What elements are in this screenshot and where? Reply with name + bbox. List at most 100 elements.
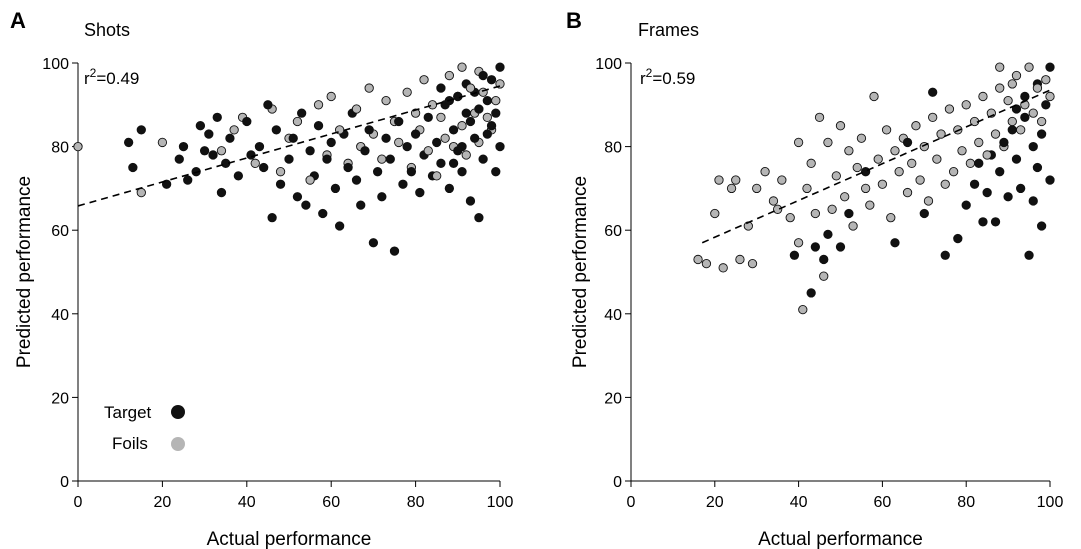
panel-a-foil-point — [491, 95, 501, 106]
panel-b-foil-point — [894, 167, 904, 177]
panel-b-target-point — [1032, 162, 1043, 173]
panel-a-target-point — [406, 167, 417, 177]
panel-b-foil-point — [693, 254, 703, 265]
panel-b-foil-point — [835, 121, 846, 131]
panel-b-target-point — [1007, 125, 1017, 135]
panel-a-foil-point — [381, 95, 391, 106]
panel-b-foil-point — [940, 179, 950, 189]
panel-b-foil-point — [978, 91, 988, 102]
panel-b-foil-point — [1036, 116, 1047, 127]
panel-b-foil-point — [718, 263, 728, 273]
panel-a-foil-point — [377, 154, 387, 164]
panel-b-target-point — [1020, 91, 1030, 102]
panel-b-foil-point — [852, 162, 862, 173]
panel-a-target-point — [377, 192, 387, 202]
panel-a-foil-point — [292, 116, 303, 127]
panel-a-target-point — [318, 208, 328, 219]
panel-b-foil-point — [865, 200, 875, 210]
panel-a-target-point — [461, 108, 471, 118]
panel-a-target-point — [465, 116, 476, 127]
panel-b-x-tick-label: 100 — [1037, 494, 1064, 511]
legend-label-foils: Foils — [112, 434, 148, 453]
panel-b-target-point — [789, 250, 800, 260]
panel-b-foil-point — [995, 62, 1005, 72]
panel-b-foil-point — [877, 179, 888, 189]
panel-a-foil-point — [351, 104, 362, 114]
panel-b-y-tick-label: 20 — [604, 390, 622, 407]
panel-b-target-point — [806, 288, 816, 298]
panel-a-target-point — [389, 246, 400, 256]
panel-a-foil-point — [216, 146, 227, 156]
panel-a-foil-point — [136, 187, 146, 198]
panel-a-foil-point — [275, 167, 286, 177]
panel-a-y-axis-label: Predicted performance — [14, 176, 35, 368]
panel-b-foil-point — [810, 208, 821, 219]
panel-b-foil-point — [974, 137, 984, 148]
panel-b-foil-point — [827, 204, 837, 214]
panel-b-foil-point — [856, 133, 867, 143]
panel-a-foil-point — [402, 87, 412, 97]
panel-a-target-point — [410, 129, 421, 139]
panel-b-target-point — [982, 187, 992, 198]
panel-a-target-point — [305, 146, 315, 156]
panel-a-target-point — [263, 100, 273, 110]
panel-a-target-point — [415, 187, 425, 198]
panel-b-foil-point — [844, 146, 854, 156]
panel-a-foil-point — [436, 112, 446, 122]
panel-a-target-point — [183, 175, 193, 185]
panel-a-target-point — [364, 125, 374, 135]
panel-b-target-point — [940, 250, 950, 260]
panel-b-foil-point — [1003, 95, 1013, 106]
panel-a-title: Shots — [84, 20, 130, 40]
panel-b-foil-point — [1032, 83, 1043, 93]
panel-a-target-point — [436, 158, 446, 168]
panel-b-target-point — [823, 229, 833, 240]
panel-a-foil-point — [250, 158, 260, 168]
panel-b-foil-point — [928, 112, 938, 122]
panel-b-foil-point — [961, 100, 971, 110]
legend-label-target: Target — [104, 403, 152, 422]
panel-a-foil-point — [326, 91, 336, 102]
panel-a-y-tick-label: 0 — [60, 474, 69, 491]
panel-a-target-point — [225, 133, 235, 143]
panel-b-y-tick-label: 80 — [604, 140, 622, 157]
panel-b-target-point — [1003, 192, 1013, 202]
panel-b-foil-point — [714, 175, 724, 185]
panel-b-y-tick-label: 40 — [604, 307, 622, 324]
panel-b-foil-point — [785, 213, 795, 223]
panel-a-target-point — [267, 213, 277, 223]
panel-a-target-point — [398, 179, 408, 189]
panel-b-foil-point — [1007, 116, 1017, 127]
panel-a-foil-point — [364, 83, 374, 93]
panel-a-target-point — [478, 154, 488, 164]
panel-a-target-point — [178, 141, 189, 152]
panel-b-target-point — [1036, 221, 1047, 231]
panel-b-foil-point — [777, 175, 787, 185]
panel-a-foil-point — [313, 100, 324, 110]
panel-a: A Shots r2=0.49 Target Foils 0 20 40 60 80 10… — [10, 8, 513, 549]
panel-a-x-tick-label: 20 — [154, 494, 172, 511]
panel-a-r2: r2=0.49 — [84, 66, 139, 88]
panel-b-target-point — [1028, 141, 1038, 152]
panel-a-target-point — [356, 200, 366, 210]
panel-b-target-point — [1045, 175, 1055, 185]
panel-a-legend: Target Foils — [104, 403, 185, 453]
panel-a-foil-point — [461, 150, 471, 160]
panel-a-target-point — [322, 154, 332, 164]
panel-a-target-point — [259, 162, 269, 173]
panel-b-foil-point — [932, 154, 942, 164]
panel-b-target-point — [953, 233, 963, 244]
panel-b-foil-point — [869, 91, 879, 102]
panel-b-foil-point — [886, 213, 896, 223]
panel-b-foil-point — [1028, 108, 1038, 118]
panel-a-target-point — [212, 112, 222, 122]
panel-b-foil-point — [911, 121, 921, 131]
panel-a-x-tick-label: 60 — [322, 494, 340, 511]
panel-b-regression-line — [701, 89, 1051, 244]
panel-b-y-tick-label: 60 — [604, 223, 622, 240]
panel-a-foil-point — [419, 75, 429, 85]
panel-a-target-point — [495, 141, 505, 152]
panel-a-target-point — [423, 112, 433, 122]
panel-b-target-point — [844, 208, 854, 219]
panel-b-foil-point — [793, 137, 804, 148]
